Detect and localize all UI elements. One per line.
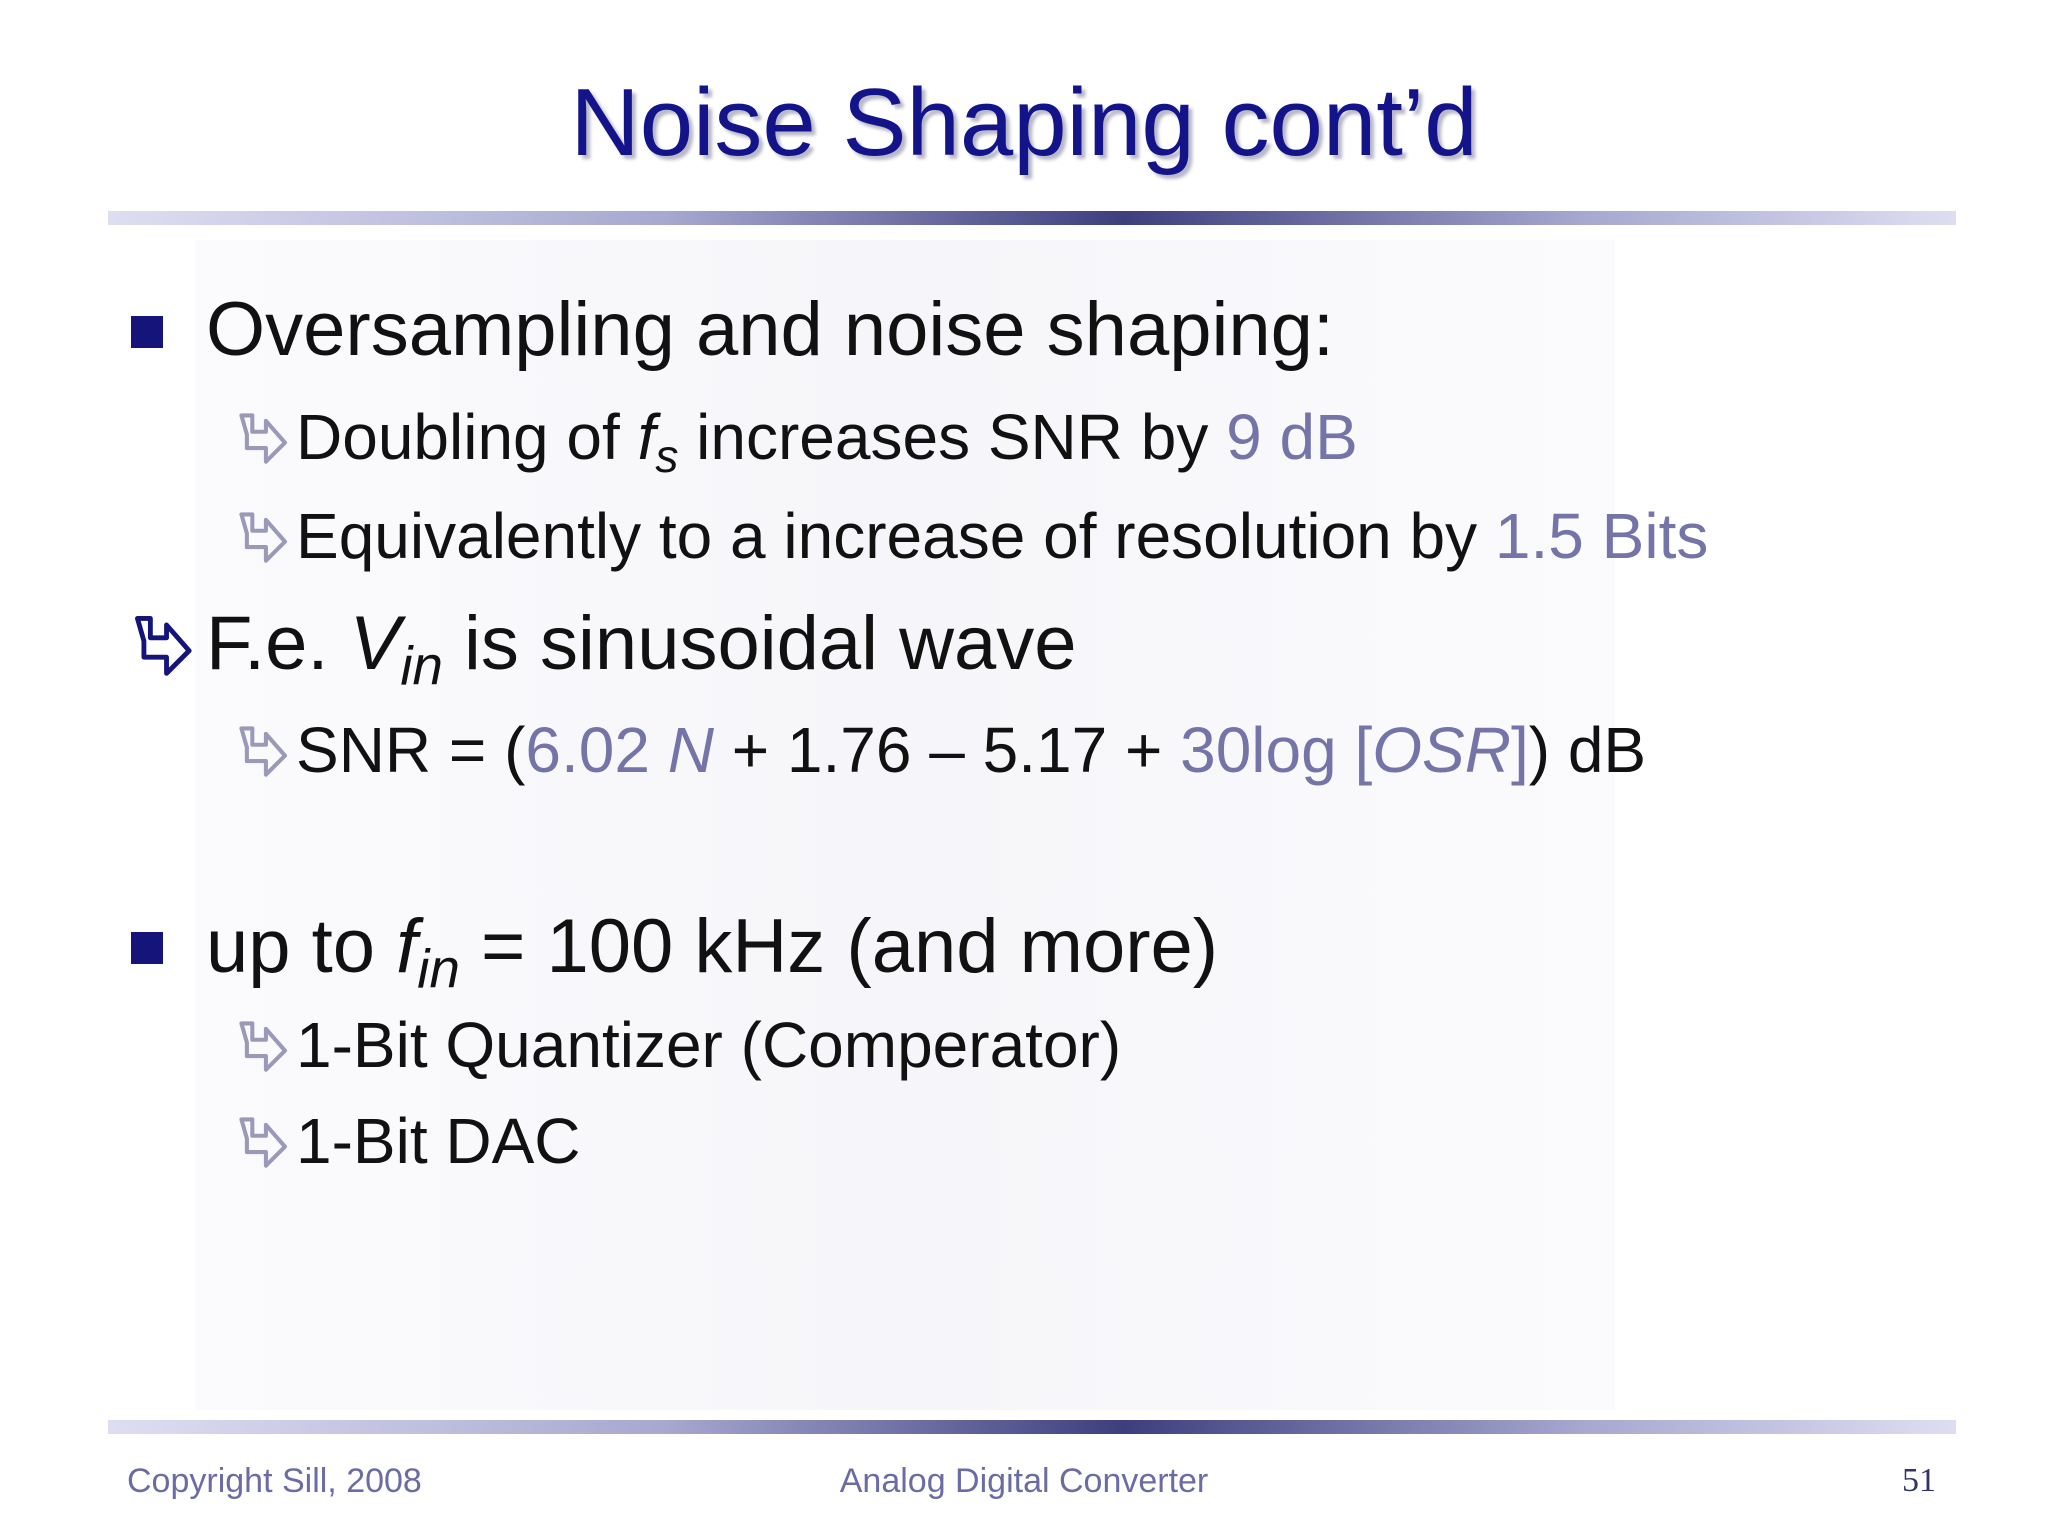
text: Oversampling and noise shaping: [206,287,1335,372]
arrow-bullet [239,413,287,464]
text: in [400,634,443,697]
arrow-shape [239,512,287,563]
arrow-bullet [239,512,287,563]
bullet [131,932,163,964]
text: s [655,429,679,482]
item: Doubling of fs increases SNR by 9 dB [296,405,1358,479]
item: up to fin = 100 kHz (and more) [206,909,1218,996]
text: + 1.76 – 5.17 + [713,714,1181,786]
text: f [396,904,418,989]
item: F.e. Vin is sinusoidal wave [206,606,1077,693]
footer-rule [108,1420,1956,1434]
text: up to [206,904,397,989]
text: F.e. [206,601,350,686]
text: OSR [1372,714,1511,786]
arrow-shape [239,1117,287,1168]
arrow-shape [239,726,287,777]
item: Oversampling and noise shaping: [206,292,1334,368]
text: 1.5 Bits [1494,500,1709,572]
text: 1-Bit DAC [296,1105,581,1177]
arrow-bullet [239,1021,287,1072]
text: V [349,601,401,686]
footer-left: Copyright Sill, 2008 [127,1462,422,1500]
text: 1-Bit Quantizer (Comperator) [296,1009,1122,1081]
bullet [131,316,163,348]
arrow-shape [135,616,192,676]
item: 1-Bit DAC [296,1109,581,1173]
page-number: 51 [1902,1462,1936,1499]
item: Equivalently to a increase of resolution… [296,504,1708,568]
text: SNR = ( [296,714,526,786]
text: in [417,937,460,1000]
text: Doubling of [296,401,638,473]
title-rule [108,211,1956,225]
text: f [637,401,656,473]
text: N [667,714,714,786]
text: is sinusoidal wave [442,601,1077,686]
text: 30log [ [1180,714,1373,786]
arrow-shape [239,1021,287,1072]
item: 1-Bit Quantizer (Comperator) [296,1013,1121,1077]
arrow-bullet [239,1117,287,1168]
footer-center: Analog Digital Converter [839,1462,1209,1500]
item: SNR = (6.02 N + 1.76 – 5.17 + 30log [OSR… [296,718,1646,782]
arrow-shape [239,413,287,464]
slide-title: Noise Shaping cont’d [570,69,1478,176]
text: 6.02 [525,714,668,786]
text: increases SNR by [678,401,1227,473]
text: ) dB [1528,714,1647,786]
text: Equivalently to a increase of resolution… [296,500,1495,572]
text: ] [1510,714,1529,786]
arrow-bullet [239,726,287,777]
arrow-bullet [135,616,192,676]
text: = 100 kHz (and more) [459,904,1219,989]
text: 9 dB [1226,401,1358,473]
background [195,240,1615,1410]
